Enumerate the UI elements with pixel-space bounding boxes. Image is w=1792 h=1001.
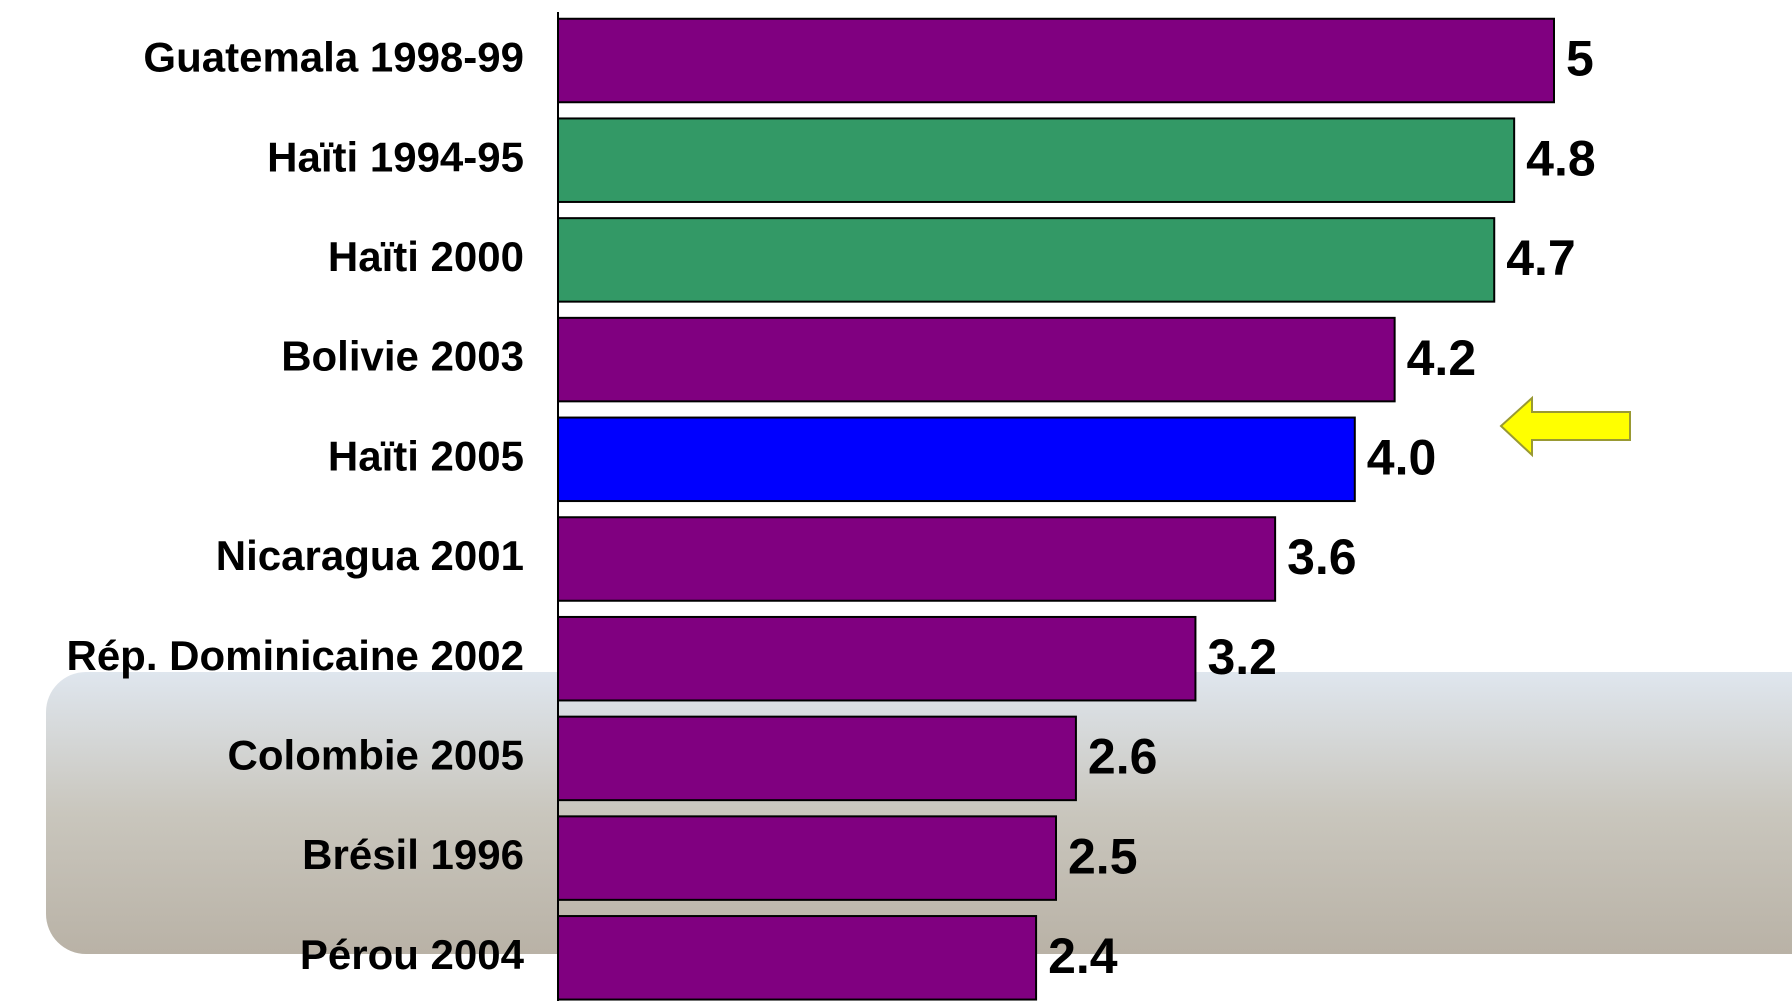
highlight-arrow <box>1499 395 1631 458</box>
bar <box>557 117 1516 203</box>
value-label: 4.0 <box>1367 430 1437 486</box>
category-label: Colombie 2005 <box>228 731 524 778</box>
category-label: Haïti 2000 <box>328 233 524 280</box>
category-label: Brésil 1996 <box>302 831 524 878</box>
bar <box>557 815 1057 901</box>
value-label: 2.5 <box>1068 828 1138 884</box>
category-label: Haïti 2005 <box>328 432 524 479</box>
bar <box>557 715 1077 802</box>
bar <box>557 316 1396 403</box>
bar <box>557 217 1496 303</box>
value-label: 4.7 <box>1506 230 1576 286</box>
bar <box>557 17 1555 104</box>
background-photo <box>46 672 1792 954</box>
category-label: Bolivie 2003 <box>281 333 524 380</box>
value-label: 2.6 <box>1088 729 1158 785</box>
bar <box>557 416 1356 503</box>
category-label: Guatemala 1998-99 <box>143 34 524 81</box>
category-label: Pérou 2004 <box>300 931 525 978</box>
category-label: Haïti 1994-95 <box>267 133 524 180</box>
value-label: 2.4 <box>1048 928 1118 984</box>
value-label: 4.8 <box>1526 130 1596 186</box>
category-label: Nicaragua 2001 <box>216 532 524 579</box>
value-label: 3.2 <box>1207 629 1277 685</box>
bar <box>557 516 1277 602</box>
bar <box>557 915 1038 1001</box>
value-label: 5 <box>1566 31 1594 87</box>
value-label: 3.6 <box>1287 529 1357 585</box>
bar <box>557 615 1197 702</box>
value-label: 4.2 <box>1407 330 1477 386</box>
category-label: Rép. Dominicaine 2002 <box>66 632 524 679</box>
